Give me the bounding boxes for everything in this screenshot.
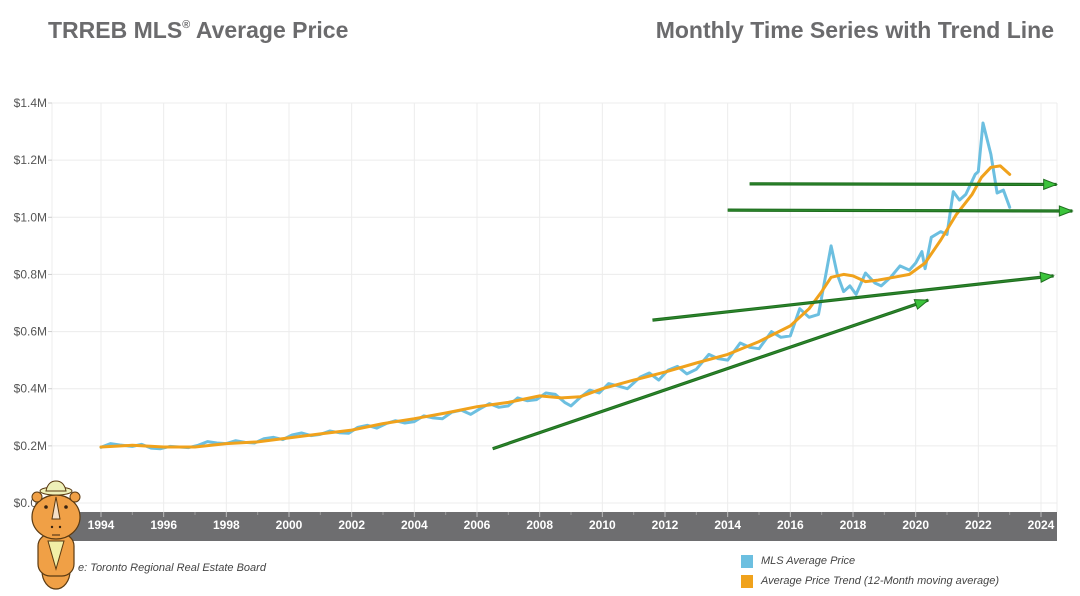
- trend-arrow: [749, 178, 1059, 191]
- x-tick-label: 2014: [714, 518, 741, 532]
- y-tick-label: $1.4M: [14, 96, 47, 110]
- x-tick-label: 2022: [965, 518, 992, 532]
- x-tick-label: 2006: [464, 518, 491, 532]
- x-tick-label: 2020: [902, 518, 929, 532]
- annotation-arrows: [492, 178, 1074, 451]
- x-tick-label: 2004: [401, 518, 428, 532]
- trend-arrow: [492, 298, 930, 451]
- x-tick-label: 2018: [840, 518, 867, 532]
- source-note: e: Toronto Regional Real Estate Board: [78, 562, 266, 574]
- legend-item-trend[interactable]: Average Price Trend (12-Month moving ave…: [741, 571, 999, 591]
- x-tick-label: 2010: [589, 518, 616, 532]
- x-tick-label: 2008: [526, 518, 553, 532]
- x-tick-label: 2016: [777, 518, 804, 532]
- x-tick-label: 2024: [1028, 518, 1055, 532]
- chart-subtitle: Monthly Time Series with Trend Line: [655, 17, 1054, 43]
- arrow-head: [913, 299, 930, 310]
- x-tick-label: 1994: [88, 518, 115, 532]
- x-tick-label: 1998: [213, 518, 240, 532]
- legend-label-trend: Average Price Trend (12-Month moving ave…: [761, 575, 1000, 587]
- y-tick-label: $0.4M: [14, 382, 47, 396]
- legend-item-mls[interactable]: MLS Average Price: [741, 551, 999, 571]
- y-axis: $0.0M$0.2M$0.4M$0.6M$0.8M$1.0M$1.2M$1.4M: [14, 96, 47, 510]
- legend: MLS Average Price Average Price Trend (1…: [741, 551, 999, 591]
- trend-arrow: [727, 205, 1074, 217]
- arrow-head: [1039, 271, 1055, 284]
- y-tick-label: $0.8M: [14, 267, 47, 281]
- legend-swatch-mls: [741, 554, 753, 568]
- y-tick-label: $0.2M: [14, 439, 47, 453]
- series-lines: [99, 121, 1012, 451]
- series-average-price-trend: [99, 164, 1012, 449]
- y-tick-label: $1.2M: [14, 153, 47, 167]
- x-tick-label: 1996: [150, 518, 177, 532]
- trend-arrow: [652, 271, 1055, 322]
- x-axis: 1994 1996 1998 2000 2002 2004 2006 2008 2010 2012…: [88, 512, 1055, 532]
- series-mls-average-price: [99, 121, 1012, 451]
- chart-title: TRREB MLS® Average Price: [48, 17, 349, 43]
- x-tick-label: 2012: [652, 518, 679, 532]
- arrow-head: [1043, 178, 1059, 191]
- rhino-mascot-icon: [28, 479, 84, 596]
- x-axis-band: [52, 512, 1057, 541]
- y-tick-label: $1.0M: [14, 210, 47, 224]
- x-tick-label: 2002: [338, 518, 365, 532]
- y-tick-label: $0.6M: [14, 325, 47, 339]
- x-tick-label: 2000: [276, 518, 303, 532]
- legend-swatch-trend: [741, 574, 753, 588]
- grid: [48, 102, 1058, 512]
- arrow-head: [1058, 205, 1074, 217]
- legend-label-mls: MLS Average Price: [761, 555, 856, 567]
